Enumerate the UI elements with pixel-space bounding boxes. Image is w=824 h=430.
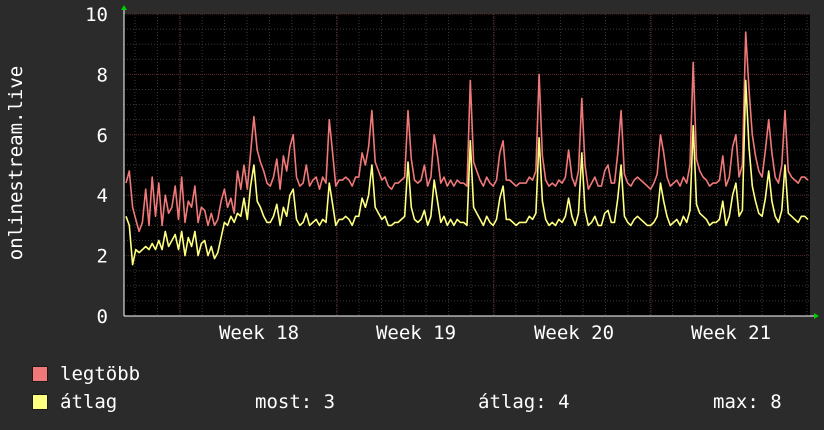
y-tick-label: 6 bbox=[97, 125, 108, 147]
x-tick-label: Week 19 bbox=[376, 322, 456, 344]
legend-item-max: legtöbb bbox=[32, 363, 140, 385]
x-tick-label: Week 20 bbox=[534, 322, 614, 344]
stat-current: most: 3 bbox=[255, 391, 336, 413]
y-axis-arrow bbox=[121, 5, 127, 10]
legend-swatch-avg bbox=[32, 394, 48, 410]
x-tick-label: Week 18 bbox=[219, 322, 299, 344]
legend-item-avg: átlag bbox=[32, 391, 117, 413]
stat-average: átlag: 4 bbox=[478, 391, 570, 413]
stat-max: max: 8 bbox=[713, 391, 782, 413]
legend-swatch-max bbox=[32, 366, 48, 382]
y-tick-label: 8 bbox=[97, 64, 108, 86]
x-axis-arrow bbox=[814, 313, 819, 319]
series-line-1 bbox=[125, 79, 809, 266]
x-tick-label: Week 21 bbox=[691, 322, 771, 344]
legend-label-avg: átlag bbox=[60, 391, 118, 413]
y-tick-label: 10 bbox=[85, 4, 108, 26]
y-tick-label: 4 bbox=[97, 185, 108, 207]
y-tick-label: 2 bbox=[97, 246, 108, 268]
legend-label-max: legtöbb bbox=[60, 363, 141, 385]
y-axis-label: onlinestream.live bbox=[5, 65, 27, 261]
series-line-0 bbox=[125, 31, 809, 233]
y-tick-label: 0 bbox=[97, 306, 108, 328]
